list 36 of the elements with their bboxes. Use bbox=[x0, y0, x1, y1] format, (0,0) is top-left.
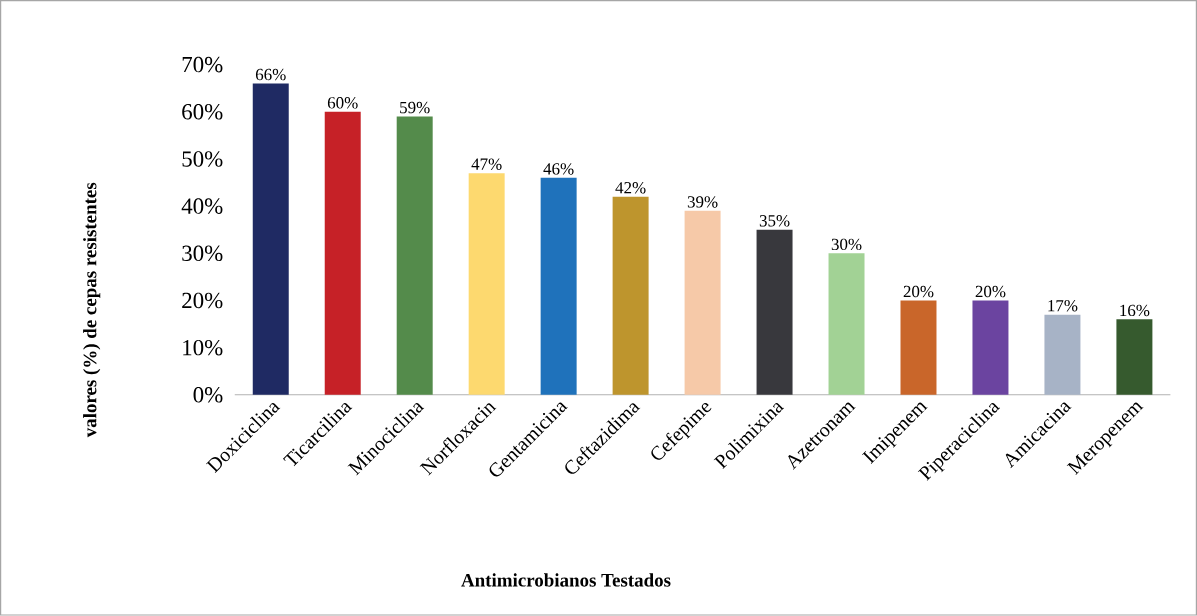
bar bbox=[324, 112, 361, 396]
bar bbox=[1116, 319, 1153, 396]
data-label: 66% bbox=[255, 69, 286, 81]
data-label: 16% bbox=[1120, 304, 1150, 317]
data-label: 42% bbox=[615, 182, 646, 194]
data-label: 20% bbox=[975, 286, 1006, 298]
data-label: 59% bbox=[400, 102, 430, 114]
y-tick-label: 30% bbox=[182, 245, 223, 262]
x-axis-title: Antimicrobianos Testados bbox=[461, 573, 671, 587]
bar bbox=[612, 196, 649, 396]
bar bbox=[252, 83, 289, 396]
y-tick-label: 50% bbox=[182, 151, 223, 167]
data-label: 30% bbox=[831, 238, 862, 251]
y-tick-label: 40% bbox=[181, 198, 223, 215]
bar bbox=[684, 211, 721, 396]
y-tick-label: 60% bbox=[182, 104, 223, 120]
bar bbox=[540, 178, 577, 396]
data-label: 39% bbox=[687, 196, 718, 208]
bar bbox=[900, 300, 937, 396]
bar bbox=[972, 300, 1009, 396]
bar bbox=[828, 253, 865, 396]
data-label: 47% bbox=[471, 158, 502, 171]
data-label: 46% bbox=[543, 163, 574, 175]
bar bbox=[1044, 314, 1081, 396]
y-axis-title: valores (%) de cepas resistentes bbox=[83, 182, 101, 438]
data-label: 60% bbox=[327, 97, 358, 109]
data-label: 35% bbox=[759, 215, 790, 227]
bar bbox=[756, 229, 793, 396]
bar bbox=[396, 116, 433, 396]
y-tick-label: 10% bbox=[183, 340, 223, 356]
y-tick-label: 0% bbox=[193, 387, 223, 403]
y-tick-label: 20% bbox=[182, 292, 223, 309]
data-label: 17% bbox=[1048, 300, 1078, 312]
data-label: 20% bbox=[903, 286, 934, 298]
bar bbox=[468, 173, 505, 396]
y-tick-label: 70% bbox=[182, 57, 223, 73]
